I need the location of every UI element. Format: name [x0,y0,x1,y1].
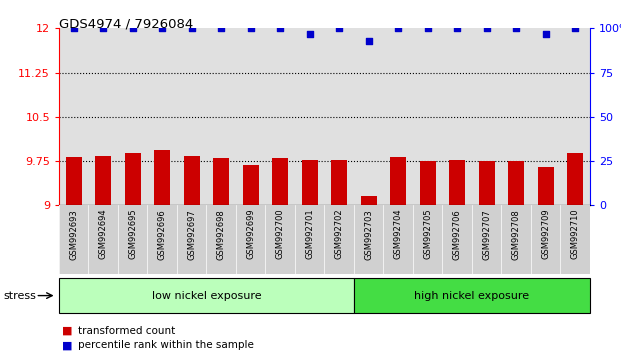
Text: transformed count: transformed count [78,326,175,336]
Bar [508,161,524,205]
Bar [449,160,465,205]
Text: GSM992696: GSM992696 [158,209,166,259]
Bar [420,161,436,205]
Text: GSM992703: GSM992703 [365,209,373,259]
Text: GDS4974 / 7926084: GDS4974 / 7926084 [59,18,193,31]
Bar [302,160,318,205]
Bar [213,158,229,205]
Text: GSM992698: GSM992698 [217,209,225,259]
Bar [567,153,583,205]
Point [157,25,167,31]
Bar [95,156,111,205]
Point [423,25,433,31]
Bar [184,156,200,205]
Text: GSM992706: GSM992706 [453,209,461,259]
Bar [243,165,259,205]
Point [452,25,462,31]
Text: GSM992695: GSM992695 [129,209,137,259]
Text: GSM992709: GSM992709 [542,209,550,259]
Text: GSM992707: GSM992707 [483,209,491,259]
Point [187,25,197,31]
Point [482,25,492,31]
Text: ■: ■ [62,326,73,336]
Bar [125,153,141,205]
Bar [361,196,377,205]
Text: GSM992705: GSM992705 [424,209,432,259]
Text: percentile rank within the sample: percentile rank within the sample [78,340,253,350]
Bar [154,150,170,205]
Text: GSM992708: GSM992708 [512,209,520,259]
Text: stress: stress [3,291,36,301]
Point [393,25,403,31]
Text: GSM992697: GSM992697 [188,209,196,259]
Text: GSM992704: GSM992704 [394,209,402,259]
Text: GSM992710: GSM992710 [571,209,579,259]
Point [570,25,580,31]
Point [275,25,285,31]
Bar [331,160,347,205]
Bar [66,157,82,205]
Point [541,31,551,36]
Text: GSM992693: GSM992693 [70,209,78,259]
Text: GSM992694: GSM992694 [99,209,107,259]
Point [216,25,226,31]
Text: ■: ■ [62,340,73,350]
Point [364,38,374,44]
Bar [479,161,495,205]
Bar [390,157,406,205]
Point [69,25,79,31]
Point [511,25,521,31]
Text: GSM992701: GSM992701 [306,209,314,259]
Point [98,25,108,31]
Point [128,25,138,31]
Text: low nickel exposure: low nickel exposure [152,291,261,301]
Text: high nickel exposure: high nickel exposure [414,291,530,301]
Point [334,25,344,31]
Point [305,31,315,36]
Text: GSM992702: GSM992702 [335,209,343,259]
Point [246,25,256,31]
Bar [538,167,554,205]
Bar [272,158,288,205]
Text: GSM992699: GSM992699 [247,209,255,259]
Text: GSM992700: GSM992700 [276,209,284,259]
